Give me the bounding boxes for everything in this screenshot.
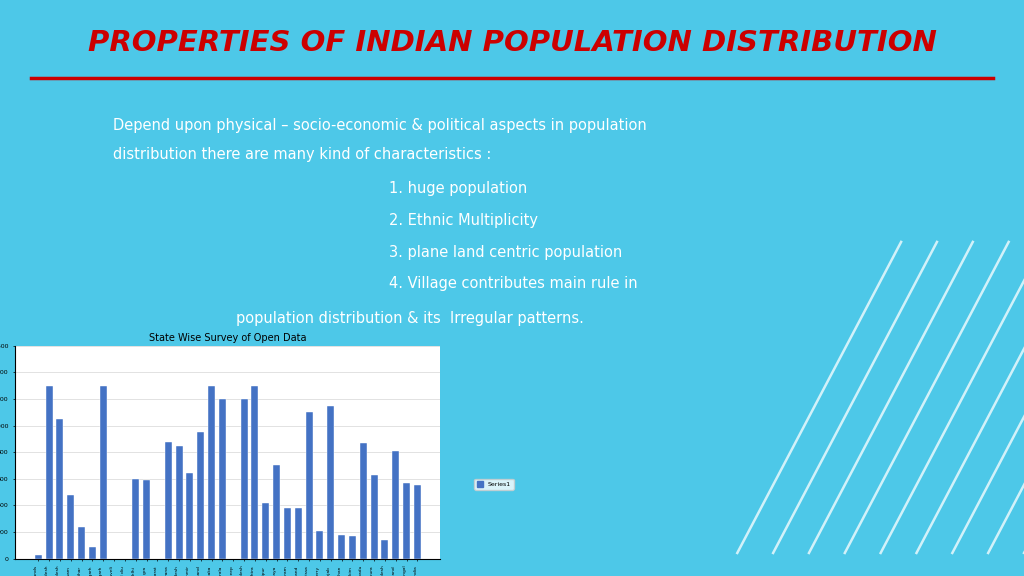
Bar <box>56 419 63 559</box>
Bar <box>219 399 226 559</box>
Text: Depend upon physical – socio-economic & political aspects in population: Depend upon physical – socio-economic & … <box>113 118 646 133</box>
Bar <box>382 540 388 559</box>
Legend: Series1: Series1 <box>474 479 514 490</box>
Text: 2. Ethnic Multiplicity: 2. Ethnic Multiplicity <box>389 213 539 228</box>
Bar <box>132 479 139 559</box>
Bar <box>35 555 42 559</box>
Bar <box>78 526 85 559</box>
Text: 3. plane land centric population: 3. plane land centric population <box>389 245 623 260</box>
Bar <box>328 406 334 559</box>
Text: PROPERTIES OF INDIAN POPULATION DISTRIBUTION: PROPERTIES OF INDIAN POPULATION DISTRIBU… <box>88 29 936 57</box>
Bar <box>208 385 215 559</box>
Bar <box>349 536 356 559</box>
Text: 4. Village contributes main rule in: 4. Village contributes main rule in <box>389 276 638 291</box>
Bar <box>371 475 378 559</box>
Text: population distribution & its  Irregular patterns.: population distribution & its Irregular … <box>236 311 584 326</box>
Bar <box>359 443 367 559</box>
Bar <box>143 480 151 559</box>
Bar <box>403 483 411 559</box>
Bar <box>392 451 399 559</box>
Bar <box>175 445 182 559</box>
Bar <box>262 503 269 559</box>
Bar <box>99 385 106 559</box>
Bar <box>198 432 204 559</box>
Bar <box>338 535 345 559</box>
Bar <box>45 385 52 559</box>
Bar <box>68 495 74 559</box>
Text: 1. huge population: 1. huge population <box>389 181 527 196</box>
Bar <box>414 486 421 559</box>
Bar <box>295 508 302 559</box>
Bar <box>241 399 248 559</box>
Text: distribution there are many kind of characteristics :: distribution there are many kind of char… <box>113 147 492 162</box>
Bar <box>252 385 258 559</box>
Bar <box>305 412 312 559</box>
Bar <box>316 530 324 559</box>
Title: State Wise Survey of Open Data: State Wise Survey of Open Data <box>150 334 306 343</box>
Bar <box>273 465 281 559</box>
Bar <box>186 473 194 559</box>
Bar <box>165 441 172 559</box>
Bar <box>89 547 96 559</box>
Bar <box>284 508 291 559</box>
